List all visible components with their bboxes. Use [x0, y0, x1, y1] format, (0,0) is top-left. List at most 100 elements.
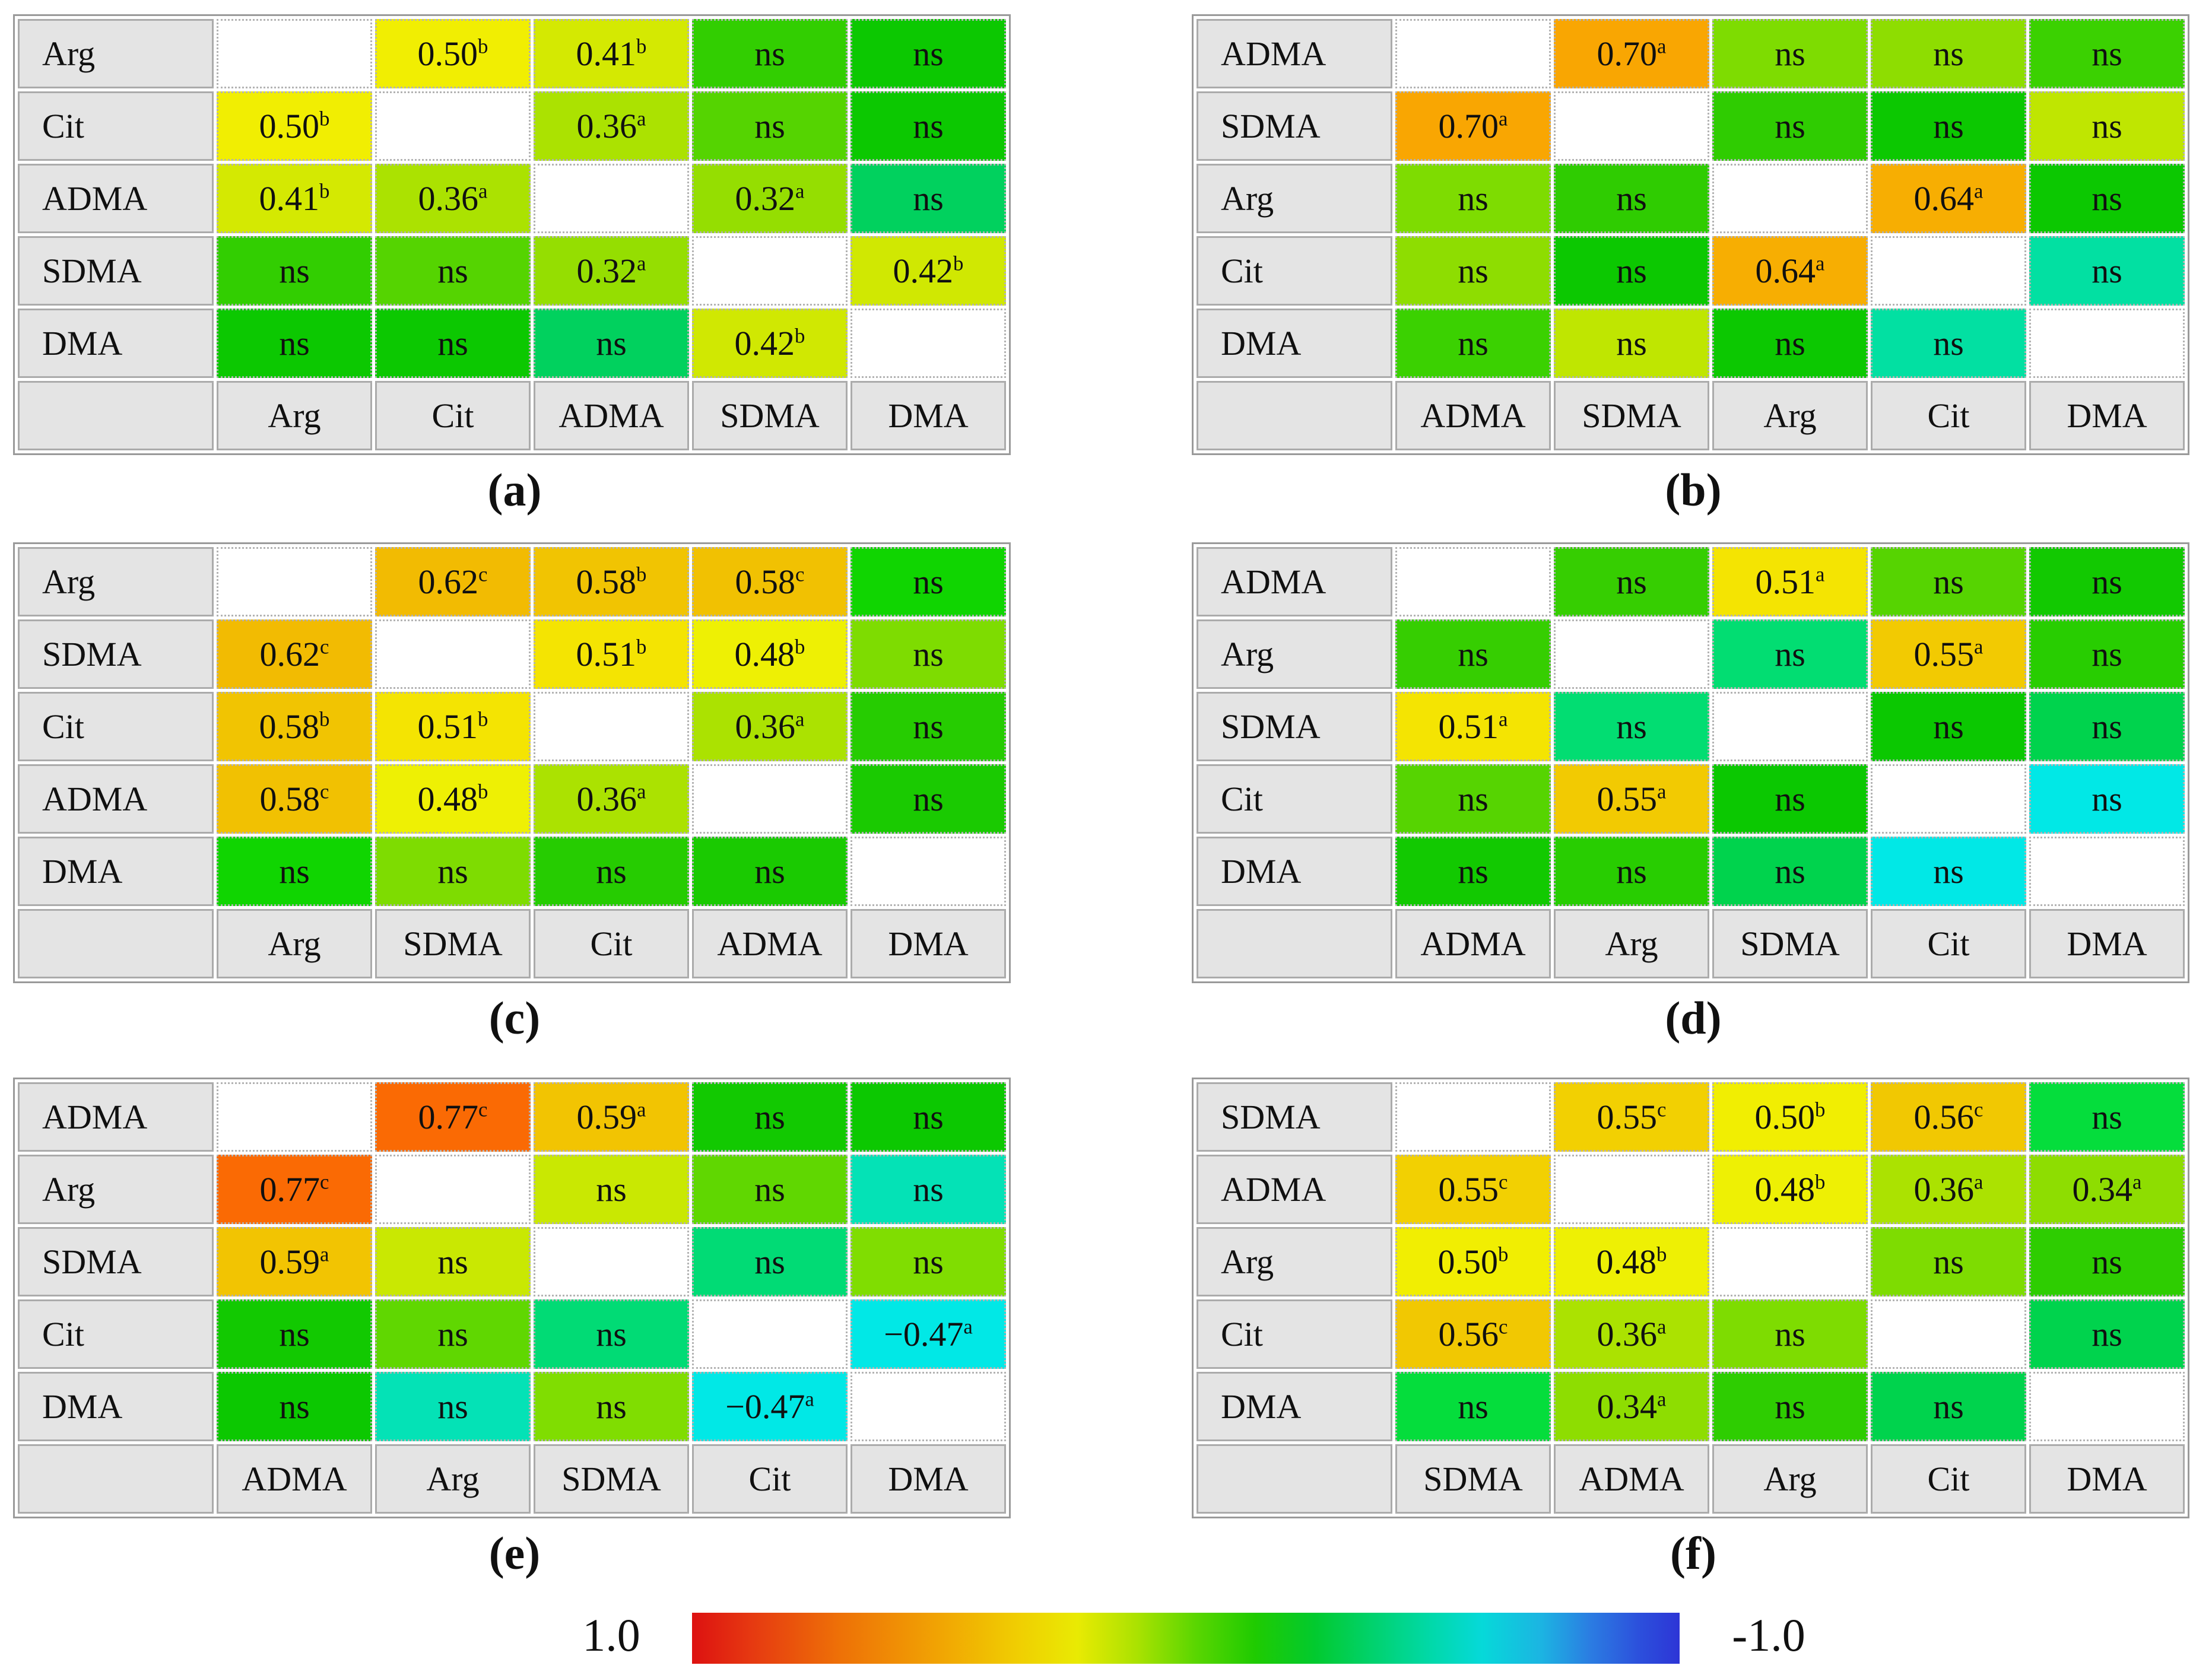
significance-superscript: c	[478, 1098, 488, 1121]
row-header-cell: DMA	[1197, 837, 1392, 906]
correlation-cell: ns	[2029, 1082, 2185, 1152]
significance-superscript: a	[637, 107, 646, 131]
row-header-cell: ADMA	[1197, 19, 1392, 88]
significance-superscript: c	[1657, 1098, 1667, 1121]
correlation-cell: 0.56c	[1871, 1082, 2026, 1152]
table-row: Cit ns ns ns −0.47a	[18, 1299, 1006, 1369]
correlation-cell: 0.50b	[217, 91, 372, 161]
correlation-cell: ns	[375, 1372, 531, 1441]
correlation-cell: 0.51a	[1712, 547, 1868, 616]
significance-superscript: a	[2132, 1170, 2142, 1194]
correlation-cell: 0.36a	[1871, 1155, 2026, 1224]
correlation-cell: 0.77c	[217, 1155, 372, 1224]
table-row: SDMA 0.51a ns ns ns	[1197, 692, 2185, 761]
correlation-cell: ns	[1395, 236, 1551, 306]
corner-cell	[18, 1444, 214, 1514]
significance-superscript: b	[636, 34, 647, 58]
correlation-cell: 0.48b	[1554, 1227, 1709, 1296]
colorbar-max-label: 1.0	[582, 1609, 640, 1661]
row-header-cell: SDMA	[18, 236, 214, 306]
correlation-cell: ns	[375, 1299, 531, 1369]
diagonal-cell	[217, 19, 372, 88]
correlation-cell: ns	[692, 1227, 848, 1296]
panel-f: SDMA 0.55c 0.50b 0.56c ns ADMA 0.55c 0.48b 0.36a…	[1192, 1078, 2195, 1580]
column-header-cell: DMA	[2029, 381, 2185, 450]
colorbar-gradient	[692, 1613, 1680, 1664]
table-row: ADMA 0.41b 0.36a 0.32a ns	[18, 164, 1006, 233]
correlation-cell: ns	[534, 1155, 689, 1224]
diagonal-cell	[534, 692, 689, 761]
correlation-cell: ns	[2029, 164, 2185, 233]
correlation-cell: ns	[534, 1299, 689, 1369]
correlation-cell: 0.58b	[534, 547, 689, 616]
significance-superscript: b	[1656, 1242, 1667, 1266]
corner-cell	[1197, 909, 1392, 978]
correlation-cell: ns	[217, 837, 372, 906]
correlation-cell: ns	[217, 309, 372, 378]
corner-cell	[18, 381, 214, 450]
correlation-cell: 0.36a	[375, 164, 531, 233]
diagonal-cell	[1871, 236, 2026, 306]
table-row: SDMA 0.55c 0.50b 0.56c ns	[1197, 1082, 2185, 1152]
significance-superscript: a	[637, 252, 646, 275]
panel-e: ADMA 0.77c 0.59a ns ns Arg 0.77c ns ns ns SDMA 0.59…	[13, 1078, 1016, 1580]
correlation-cell: ns	[692, 1155, 848, 1224]
column-header-cell: Arg	[1712, 381, 1868, 450]
correlation-cell: ns	[375, 309, 531, 378]
correlation-cell: ns	[2029, 547, 2185, 616]
correlation-cell: ns	[850, 619, 1006, 689]
panel-b: ADMA 0.70a ns ns ns SDMA 0.70a ns ns ns Arg ns ns 0.6…	[1192, 14, 2195, 517]
diagonal-cell	[2029, 1372, 2185, 1441]
column-header-cell: SDMA	[692, 381, 848, 450]
correlation-cell: ns	[1871, 837, 2026, 906]
correlation-cell: 0.64a	[1871, 164, 2026, 233]
correlation-cell: 0.41b	[217, 164, 372, 233]
correlation-cell: ns	[1554, 692, 1709, 761]
diagonal-cell	[375, 1155, 531, 1224]
diagonal-cell	[2029, 309, 2185, 378]
correlation-cell: 0.48b	[375, 764, 531, 834]
row-header-cell: DMA	[18, 1372, 214, 1441]
significance-superscript: c	[320, 780, 329, 803]
correlation-cell: ns	[217, 1299, 372, 1369]
column-header-cell: DMA	[2029, 909, 2185, 978]
diagonal-cell	[1395, 547, 1551, 616]
correlation-cell: ns	[850, 547, 1006, 616]
panel-a: Arg 0.50b 0.41b ns ns Cit 0.50b 0.36a ns ns ADMA 0.…	[13, 14, 1016, 517]
correlation-cell: ns	[1554, 236, 1709, 306]
row-header-cell: SDMA	[1197, 91, 1392, 161]
diagonal-cell	[1395, 1082, 1551, 1152]
table-row: Cit ns 0.55a ns ns	[1197, 764, 2185, 834]
correlation-cell: 0.51b	[375, 692, 531, 761]
column-header-cell: SDMA	[375, 909, 531, 978]
significance-superscript: a	[1499, 107, 1508, 131]
row-header-cell: Arg	[1197, 164, 1392, 233]
diagonal-cell	[850, 1372, 1006, 1441]
correlation-cell: 0.51a	[1395, 692, 1551, 761]
diagonal-cell	[692, 764, 848, 834]
row-header-cell: Arg	[1197, 1227, 1392, 1296]
row-header-cell: DMA	[18, 837, 214, 906]
correlation-cell: ns	[850, 1082, 1006, 1152]
correlation-cell: ns	[217, 236, 372, 306]
column-header-cell: ADMA	[1554, 1444, 1709, 1514]
diagonal-cell	[375, 91, 531, 161]
significance-superscript: a	[637, 1098, 646, 1121]
correlation-cell: 0.58c	[692, 547, 848, 616]
significance-superscript: b	[953, 252, 964, 275]
diagonal-cell	[217, 1082, 372, 1152]
correlation-cell: 0.36a	[1554, 1299, 1709, 1369]
correlation-cell: ns	[2029, 1227, 2185, 1296]
correlation-cell: ns	[1871, 1227, 2026, 1296]
correlation-cell: ns	[2029, 19, 2185, 88]
row-header-cell: DMA	[1197, 1372, 1392, 1441]
significance-superscript: c	[1974, 1098, 1983, 1121]
correlation-cell: −0.47a	[692, 1372, 848, 1441]
table-row: ADMA 0.55c 0.48b 0.36a 0.34a	[1197, 1155, 2185, 1224]
diagonal-cell	[850, 309, 1006, 378]
correlation-cell: 0.48b	[692, 619, 848, 689]
column-header-cell: DMA	[2029, 1444, 2185, 1514]
row-header-cell: SDMA	[18, 619, 214, 689]
correlation-cell: ns	[1712, 619, 1868, 689]
correlation-cell: ns	[1871, 91, 2026, 161]
